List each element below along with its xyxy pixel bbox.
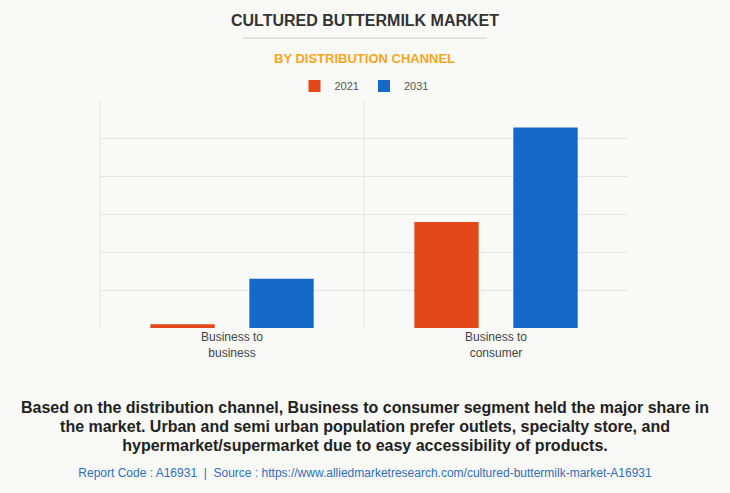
- svg-text:Business tobusiness: Business tobusiness: [201, 330, 263, 360]
- svg-text:BY DISTRIBUTION CHANNEL: BY DISTRIBUTION CHANNEL: [274, 51, 455, 66]
- svg-text:Business toconsumer: Business toconsumer: [465, 330, 527, 360]
- html-text:Report Code : A16931 | Source: Report Code : A16931 | Source : https://…: [78, 466, 652, 480]
- svg-text:2031: 2031: [404, 80, 428, 92]
- svg-text:CULTURED BUTTERMILK MARKET: CULTURED BUTTERMILK MARKET: [231, 12, 499, 29]
- html-text:Based on the distribution chan: Based on the distribution channel, Busin…: [20, 399, 710, 454]
- svg-text:2021: 2021: [335, 80, 359, 92]
